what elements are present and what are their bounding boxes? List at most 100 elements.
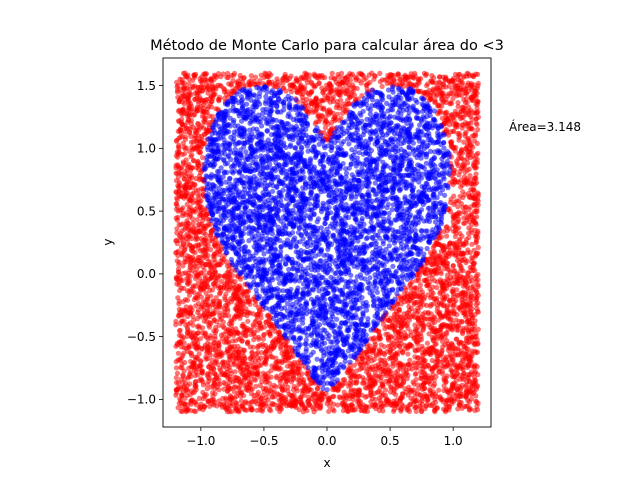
outside-point [451,267,457,274]
outside-point [206,378,212,384]
outside-point [456,393,462,399]
outside-point [458,92,465,98]
outside-point [200,214,206,221]
outside-point [469,363,475,369]
outside-point [450,385,456,391]
outside-point [451,228,457,234]
outside-point [178,110,184,116]
outside-point [215,343,222,349]
outside-point [174,226,180,232]
outside-point [411,75,417,81]
outside-point [173,380,180,386]
outside-point [433,349,439,355]
outside-point [463,239,469,245]
outside-point [452,71,459,77]
outside-point [264,354,270,361]
outside-point [175,163,181,169]
outside-point [256,336,262,342]
outside-point [429,357,435,364]
outside-point [429,262,435,268]
outside-point [248,391,255,397]
outside-point [260,336,266,342]
outside-point [363,82,369,88]
outside-point [330,116,337,122]
outside-point [206,113,213,119]
outside-point [174,84,180,90]
outside-point [366,72,372,78]
outside-point [473,237,479,243]
outside-point [432,97,438,103]
outside-point [467,264,473,270]
outside-point [267,403,273,409]
outside-point [195,100,202,106]
outside-point [306,76,312,82]
outside-point [202,231,209,237]
outside-point [461,215,467,221]
outside-point [377,79,383,85]
outside-point [356,71,362,77]
outside-point [385,363,391,369]
outside-point [174,137,180,143]
outside-point [455,100,461,106]
outside-point [332,76,338,82]
outside-point [225,74,231,80]
outside-point [421,324,427,330]
outside-point [209,268,215,274]
outside-point [454,287,460,293]
outside-point [425,292,431,298]
outside-point [431,383,437,389]
outside-point [175,144,181,150]
outside-point [439,115,445,121]
outside-point [442,313,448,319]
outside-point [211,381,217,387]
outside-point [260,370,266,376]
outside-point [177,207,183,214]
outside-point [393,309,399,315]
outside-point [196,228,202,235]
outside-point [337,381,343,388]
outside-point [348,378,354,384]
outside-point [255,369,261,375]
outside-point [415,323,421,330]
outside-point [182,193,188,199]
outside-point [461,370,467,376]
outside-point [193,234,199,240]
outside-point [416,337,422,343]
outside-point [434,362,440,368]
outside-point [461,220,467,226]
outside-point [411,360,417,366]
outside-point [195,159,201,165]
outside-point [225,301,231,307]
outside-point [473,120,479,126]
outside-point [381,344,387,350]
outside-point [422,310,428,316]
outside-point [245,318,251,324]
outside-point [237,346,244,352]
outside-point [248,73,254,79]
outside-point [465,71,471,77]
outside-point [412,398,418,404]
outside-point [290,363,296,370]
outside-point [450,128,456,134]
outside-point [456,137,462,143]
outside-point [176,301,182,307]
outside-point [173,387,180,393]
outside-point [178,127,184,133]
outside-point [457,230,463,237]
outside-point [410,290,416,297]
outside-point [208,368,214,374]
outside-point [367,354,373,360]
outside-point [468,81,474,87]
outside-point [295,366,301,372]
outside-point [192,382,198,388]
outside-point [258,355,264,361]
outside-point [178,230,184,237]
outside-point [321,106,327,112]
outside-point [274,76,280,82]
outside-point [249,407,256,413]
outside-point [446,78,453,84]
outside-point [473,288,480,294]
outside-point [255,389,261,395]
outside-point [194,139,200,145]
